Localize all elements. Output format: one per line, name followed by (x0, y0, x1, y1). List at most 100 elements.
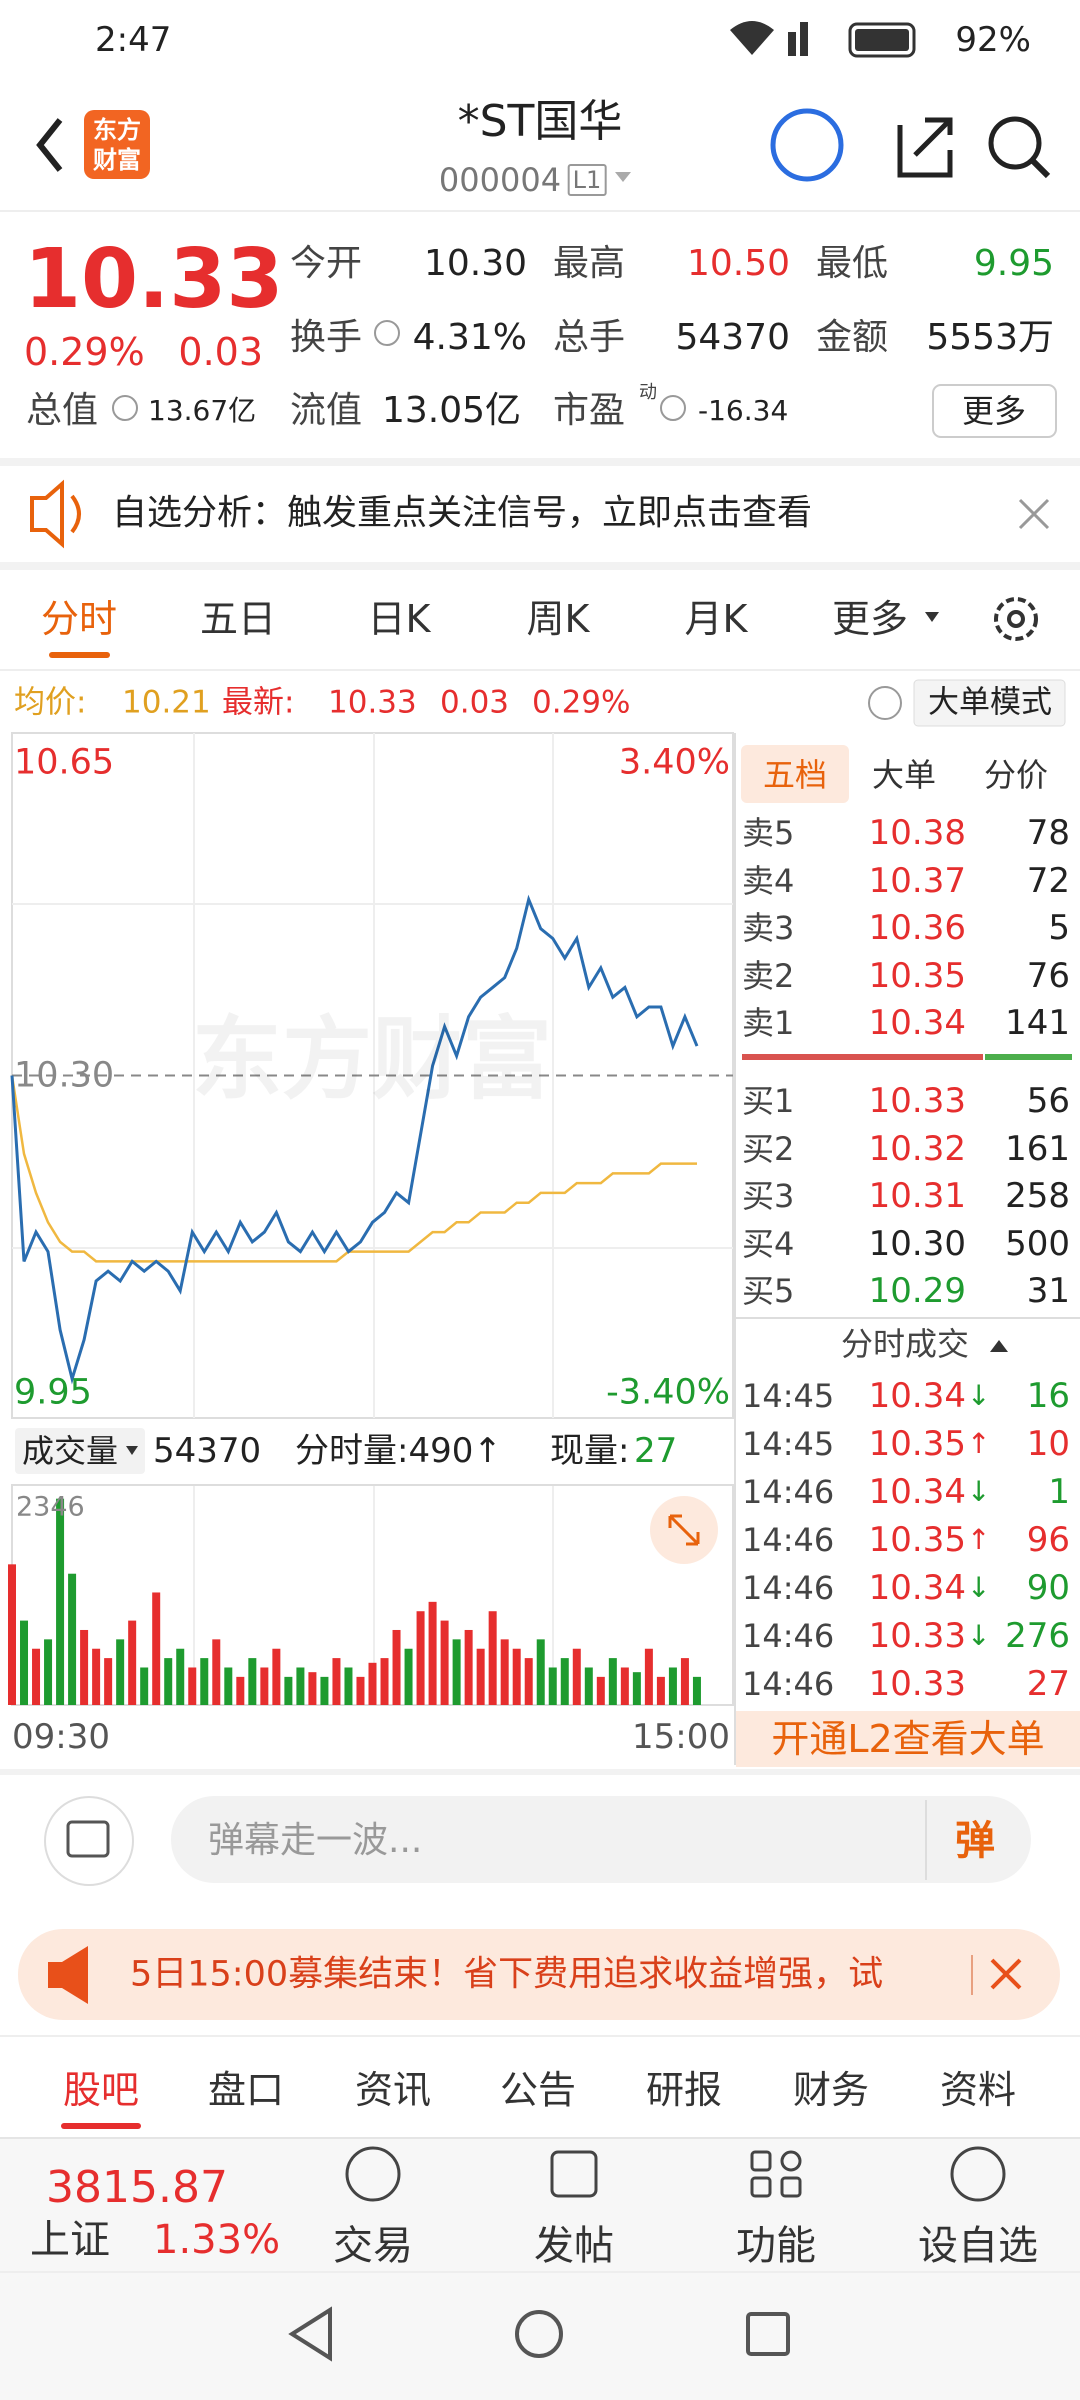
chart-tab[interactable]: 分时 (40, 597, 118, 641)
volume-bar (80, 1629, 89, 1705)
trade-direction: ↑ (967, 1523, 991, 1556)
trade-time: 14:46 (742, 1665, 835, 1703)
nav-button[interactable]: 功能 (736, 2223, 816, 2269)
trade-icon (345, 2146, 401, 2202)
book-label: 卖2 (742, 956, 795, 995)
book-tab[interactable]: 大单 (871, 756, 937, 794)
nav-button[interactable]: 设自选 (918, 2223, 1038, 2269)
intraday-chart (8, 894, 733, 1705)
book-label: 卖4 (742, 861, 795, 900)
volume-bar (308, 1672, 317, 1705)
field-value: 13.05亿 (382, 390, 522, 431)
volume-bar (236, 1676, 245, 1705)
volume-bar (692, 1676, 701, 1705)
help-icon[interactable] (868, 686, 902, 720)
trade-price: 10.34 (868, 1472, 966, 1512)
volume-bar (356, 1676, 365, 1705)
l2-button-bg[interactable] (736, 1711, 1080, 1767)
nav-recent[interactable] (746, 2312, 790, 2356)
book-volume: 141 (1005, 1003, 1070, 1044)
volume-bar (116, 1639, 125, 1705)
comment-placeholder[interactable]: 弹幕走一波... (208, 1820, 423, 1861)
volume-bar (104, 1658, 113, 1705)
mode-button[interactable] (913, 679, 1066, 727)
avg-label: 均价: (14, 684, 87, 721)
danmaku-settings[interactable] (44, 1796, 134, 1886)
close-button[interactable] (990, 1958, 1022, 1990)
volume-total: 54370 (153, 1431, 262, 1471)
ask-bar (742, 1054, 983, 1060)
nav-back[interactable] (288, 2306, 332, 2362)
more-button[interactable]: 更多 (961, 392, 1027, 430)
volume-selector[interactable] (15, 1428, 145, 1474)
book-tab[interactable]: 五档 (762, 756, 828, 794)
nav-button[interactable]: 交易 (333, 2223, 413, 2269)
book-volume: 161 (1005, 1128, 1070, 1169)
volume-label[interactable]: 成交量 (22, 1432, 119, 1470)
speaker-icon (30, 479, 81, 549)
content-tab[interactable]: 资料 (939, 2068, 1017, 2112)
back-button[interactable] (36, 118, 63, 172)
book-label: 卖5 (742, 814, 795, 852)
comment-input[interactable] (171, 1796, 1031, 1883)
chart-tab[interactable]: 更多 (831, 597, 909, 641)
search-button[interactable] (988, 116, 1042, 170)
field-label: 流值 (290, 390, 363, 431)
function-icon (750, 2150, 802, 2198)
chart-tab[interactable]: 月K (684, 597, 748, 641)
chart-tab[interactable]: 五日 (199, 597, 277, 641)
content-tab[interactable]: 资讯 (354, 2068, 432, 2112)
volume-bar (296, 1667, 305, 1705)
more-button[interactable] (932, 384, 1057, 438)
pct-label: 3.40% (618, 742, 730, 783)
volume-bar (224, 1667, 233, 1705)
pct-label: -3.40% (606, 1372, 730, 1413)
minute-volume: 分时量:490↑ (295, 1431, 502, 1471)
ai-button[interactable] (770, 108, 844, 182)
signal-icon (800, 22, 808, 56)
volume-bar (500, 1639, 509, 1705)
mode-button[interactable]: 大单模式 (928, 684, 1052, 721)
index-name: 上证 (30, 2217, 110, 2263)
content-tab[interactable]: 盘口 (207, 2068, 285, 2112)
danmaku-button[interactable]: 弹 (955, 1818, 995, 1864)
trade-time: 14:45 (742, 1377, 835, 1415)
index-value: 3815.87 (46, 2162, 228, 2213)
volume-bar (368, 1662, 377, 1705)
field-label: 最低 (816, 243, 889, 284)
content-tab[interactable]: 财务 (792, 2068, 870, 2112)
book-volume: 56 (1026, 1081, 1070, 1121)
chart-tab[interactable]: 日K (367, 597, 431, 641)
field-label: 今开 (290, 243, 363, 284)
volume-bar (404, 1648, 413, 1705)
trade-direction: ↑ (967, 1427, 991, 1460)
tab-underline (49, 652, 110, 658)
share-button[interactable] (897, 117, 953, 178)
close-button[interactable] (1018, 498, 1050, 530)
post-icon (550, 2150, 598, 2198)
bid-bar (985, 1054, 1072, 1060)
content-tab[interactable]: 研报 (645, 2068, 723, 2112)
index-percent: 1.33% (153, 2217, 281, 2263)
content-tab[interactable]: 股吧 (62, 2068, 140, 2112)
last-price: 10.33 (24, 232, 284, 327)
volume-bar (56, 1498, 65, 1705)
book-tab[interactable]: 分价 (983, 756, 1049, 794)
nav-home[interactable] (515, 2310, 563, 2358)
status-time: 2:47 (95, 20, 172, 60)
ad-banner[interactable] (18, 1929, 1060, 2020)
percent-value: 0.29% (532, 684, 631, 721)
trade-volume: 1 (1048, 1472, 1070, 1512)
nav-button[interactable]: 发帖 (534, 2223, 614, 2269)
tab-highlight (741, 745, 849, 803)
ad-text[interactable]: 5日15:00募集结束！省下费用追求收益增强，试 (130, 1954, 884, 1995)
chart-tab[interactable]: 周K (526, 597, 590, 641)
volume-bar (524, 1658, 533, 1705)
settings-button[interactable] (994, 597, 1038, 641)
book-price: 10.36 (868, 908, 966, 949)
field-label: 总值 (26, 390, 99, 431)
notice-text[interactable]: 自选分析：触发重点关注信号，立即点击查看 (112, 493, 813, 534)
content-tab[interactable]: 公告 (499, 2068, 577, 2112)
l2-button[interactable]: 开通L2查看大单 (771, 1717, 1045, 1761)
volume-bar (680, 1658, 689, 1705)
